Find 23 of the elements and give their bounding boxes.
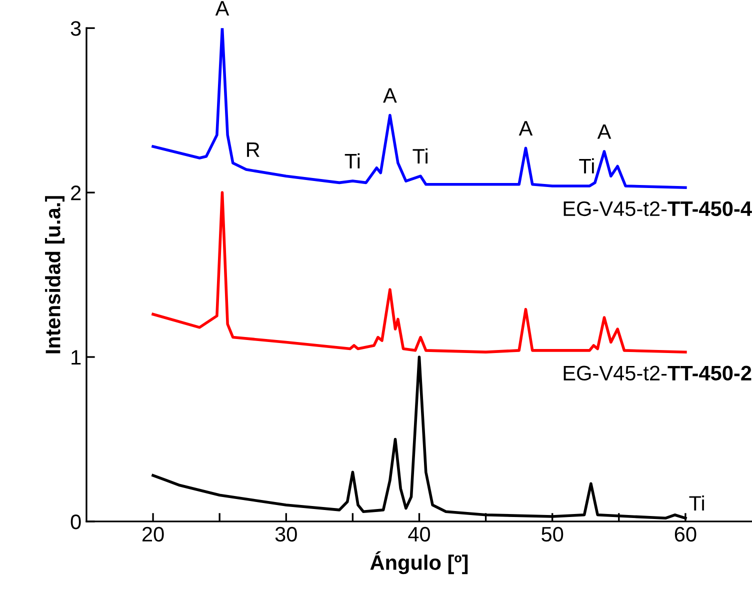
x-tick-label: 50 bbox=[542, 526, 564, 542]
series-label: EG-V45-t2-TT-450-4 bbox=[564, 201, 752, 216]
x-tick-label: 40 bbox=[408, 526, 430, 542]
series-label: EG-V45-t2-TT-450-2 bbox=[564, 366, 752, 381]
annotation: Ti bbox=[579, 158, 594, 174]
annotation: Ti bbox=[412, 148, 428, 164]
y-tick-label: 2 bbox=[71, 186, 81, 200]
annotation: A bbox=[518, 121, 533, 136]
annotation: A bbox=[215, 1, 230, 16]
x-tick-label: 60 bbox=[674, 526, 696, 542]
y-tick-label: 1 bbox=[72, 350, 81, 365]
series-label: Ti bbox=[689, 495, 704, 511]
x-axis-title: Ángulo [º] bbox=[370, 551, 468, 574]
x-tick-label: 20 bbox=[142, 526, 164, 542]
annotation: R bbox=[247, 142, 260, 157]
annotation: A bbox=[597, 124, 612, 139]
y-axis-title: Intensidad [u.a.] bbox=[45, 196, 64, 354]
annotation: Ti bbox=[344, 153, 360, 168]
x-tick-label: 30 bbox=[275, 526, 297, 542]
y-tick-label: 3 bbox=[70, 21, 81, 36]
line-series bbox=[152, 28, 687, 190]
y-tick-label: 0 bbox=[70, 514, 81, 530]
annotation: A bbox=[383, 88, 397, 103]
